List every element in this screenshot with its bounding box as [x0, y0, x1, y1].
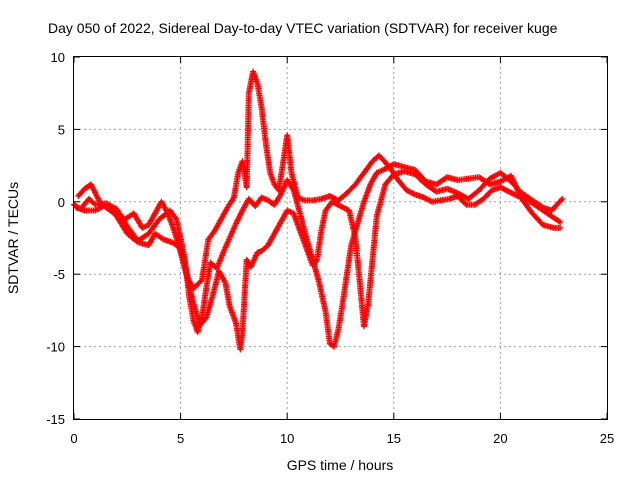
x-tick-label: 20: [493, 431, 507, 446]
y-tick-label: -10: [46, 340, 65, 355]
axis-ticks: 0 5 10 15 20 25 -15 -10 -5 0 5 10: [46, 50, 614, 446]
y-tick-label: -5: [53, 267, 65, 282]
x-tick-label: 10: [280, 431, 294, 446]
data-point-marker: [462, 200, 469, 207]
x-tick-label: 5: [177, 431, 184, 446]
y-axis-label: SDTVAR / TECUs: [5, 182, 21, 294]
x-tick-label: 25: [600, 431, 614, 446]
grid-layer: [74, 57, 607, 419]
data-point-marker: [559, 195, 566, 202]
plot-frame: [73, 56, 608, 420]
x-axis-label: GPS time / hours: [287, 457, 394, 473]
data-point-marker: [558, 197, 565, 204]
data-point-marker: [557, 219, 564, 226]
chart-title: Day 050 of 2022, Sidereal Day-to-day VTE…: [48, 20, 558, 36]
y-tick-label: -15: [46, 412, 65, 427]
data-point-marker: [91, 200, 98, 207]
data-point-marker: [197, 278, 204, 285]
y-tick-label: 10: [51, 50, 65, 65]
y-tick-label: 5: [58, 122, 65, 137]
x-tick-label: 15: [387, 431, 401, 446]
series-track-b: [73, 168, 566, 353]
series-track-c: [75, 68, 564, 292]
y-tick-label: 0: [58, 195, 65, 210]
data-markers: [71, 68, 566, 353]
data-point-marker: [557, 224, 564, 231]
x-tick-label: 0: [70, 431, 77, 446]
